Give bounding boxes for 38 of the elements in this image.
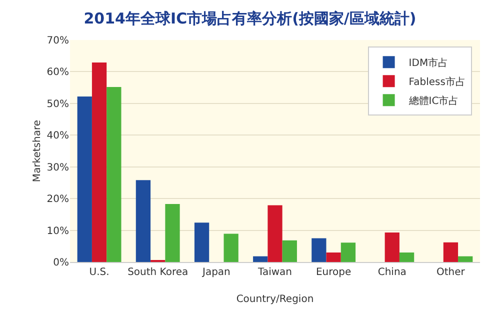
bar	[253, 256, 268, 262]
y-tick-label: 0%	[53, 258, 69, 268]
bar	[326, 252, 341, 262]
y-tick-label: 20%	[46, 194, 69, 206]
x-tick-label: Other	[436, 267, 466, 278]
bar	[282, 240, 297, 262]
bar	[399, 252, 414, 262]
x-tick-label: China	[378, 267, 406, 278]
legend-label: Fabless市占	[408, 76, 466, 88]
bar	[384, 232, 400, 262]
y-tick-label: 10%	[46, 226, 69, 237]
legend-label: IDM市占	[408, 57, 448, 70]
x-tick-label: Japan	[201, 267, 230, 278]
y-tick-label: 60%	[46, 67, 69, 78]
bar	[92, 62, 107, 262]
x-tick-label: South Korea	[128, 267, 188, 278]
bar	[194, 222, 210, 262]
bar	[458, 256, 473, 262]
bar	[106, 86, 122, 262]
x-tick-label: Taiwan	[256, 267, 292, 278]
bar	[136, 180, 151, 262]
y-tick-label: 40%	[46, 130, 69, 142]
y-tick-label: 50%	[46, 98, 69, 110]
y-tick-label: 30%	[46, 162, 69, 174]
bar	[443, 242, 458, 262]
x-tick-label: U.S.	[89, 267, 110, 278]
bar	[268, 205, 282, 262]
chart-title: 2014年全球IC市場占有率分析(按國家/區域統計)	[84, 9, 416, 28]
bar	[77, 96, 92, 262]
x-tick-label: Europe	[316, 267, 352, 278]
bar	[224, 234, 238, 262]
bar	[165, 204, 180, 262]
x-axis-title: Country/Region	[236, 294, 314, 305]
bar	[312, 238, 326, 262]
y-tick-label: 70%	[46, 36, 69, 46]
bar	[340, 242, 356, 262]
y-axis-title: Marketshare	[32, 120, 43, 182]
legend-label: 總體IC市占	[408, 95, 459, 108]
